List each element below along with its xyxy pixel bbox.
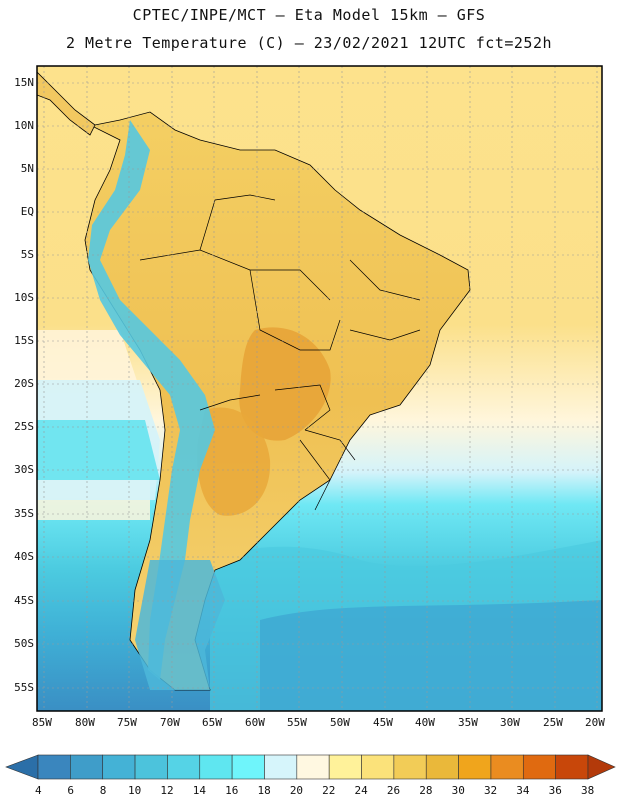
colorbar-label: 8 (99, 784, 107, 797)
lat-label: 10S (14, 291, 34, 304)
colorbar-cell (264, 754, 298, 780)
lon-label: 65W (202, 716, 222, 729)
colorbar-label: 30 (451, 784, 465, 797)
graticule (37, 66, 602, 711)
lat-label: 55S (14, 681, 34, 694)
lon-label: 20W (585, 716, 605, 729)
lat-label: 30S (14, 463, 34, 476)
colorbar-cell (425, 754, 459, 780)
lat-label: 45S (14, 594, 34, 607)
colorbar-label: 26 (386, 784, 401, 797)
colorbar-label: 36 (548, 784, 562, 797)
colorbar-cell (490, 754, 524, 780)
colorbar-cell (70, 754, 104, 780)
colorbar-cell (328, 754, 362, 780)
colorbar-cell (458, 754, 492, 780)
colorbar-label: 16 (225, 784, 239, 797)
colorbar-label: 10 (128, 784, 142, 797)
lat-label: 15N (14, 76, 34, 89)
lon-label: 80W (75, 716, 95, 729)
lon-label: 25W (543, 716, 563, 729)
lat-label: 35S (14, 507, 34, 520)
colorbar-label: 6 (67, 784, 74, 797)
lat-label: 50S (14, 637, 34, 650)
colorbar-cell (167, 754, 201, 780)
colorbar-label: 24 (354, 784, 368, 797)
lat-label: 40S (14, 550, 34, 563)
lon-label: 30W (500, 716, 520, 729)
colorbar-cell (231, 754, 265, 780)
lon-label: 40W (415, 716, 435, 729)
colorbar-cell (134, 754, 168, 780)
colorbar-cell (296, 754, 330, 780)
colorbar-cell (102, 754, 136, 780)
colorbar-label: 28 (419, 784, 433, 797)
hot-interior (239, 327, 331, 441)
pacific-cyan (37, 420, 160, 480)
lat-label: 25S (14, 420, 34, 433)
chart-title-line1: CPTEC/INPE/MCT – Eta Model 15km – GFS (132, 6, 486, 24)
colorbar-label: 20 (289, 784, 304, 797)
lon-label: 50W (330, 716, 350, 729)
colorbar-arrow-low (5, 754, 39, 780)
colorbar-cell (555, 754, 589, 780)
colorbar-cell (361, 754, 395, 780)
map-frame (36, 65, 603, 712)
colorbar-label: 18 (257, 784, 271, 797)
lon-label: 35W (458, 716, 478, 729)
lon-label: 45W (373, 716, 393, 729)
lat-label: 20S (14, 377, 34, 390)
colorbar-label: 12 (160, 784, 174, 797)
colorbar-label: 34 (516, 784, 530, 797)
colorbar-label: 14 (192, 784, 206, 797)
central-america-land (37, 71, 96, 136)
lon-label: 60W (245, 716, 265, 729)
colorbar-label: 32 (483, 784, 498, 797)
colorbar (5, 754, 616, 780)
colorbar-cell (37, 754, 71, 780)
chart-title-line2: 2 Metre Temperature (C) – 23/02/2021 12U… (65, 34, 553, 52)
andes-spine (88, 120, 215, 680)
colorbar-cell (199, 754, 233, 780)
chaco-hot (197, 407, 271, 516)
colorbar-cell (522, 754, 556, 780)
lat-label: 10N (14, 119, 34, 132)
colorbar-cell (393, 754, 427, 780)
lat-label: 15S (14, 334, 34, 347)
lat-label: 5N (20, 162, 34, 175)
country-borders (139, 194, 421, 511)
lat-label: 5S (20, 248, 34, 261)
colorbar-label: 4 (35, 784, 42, 797)
lon-label: 85W (32, 716, 52, 729)
colorbar-label: 38 (581, 784, 595, 797)
lat-label: EQ (20, 205, 34, 218)
lon-label: 70W (160, 716, 180, 729)
atlantic-cold-deep (260, 600, 602, 711)
patagonia-cool (135, 560, 225, 690)
lon-label: 55W (287, 716, 307, 729)
colorbar-arrow-high (587, 754, 616, 780)
lon-label: 75W (117, 716, 137, 729)
colorbar-label: 22 (322, 784, 336, 797)
